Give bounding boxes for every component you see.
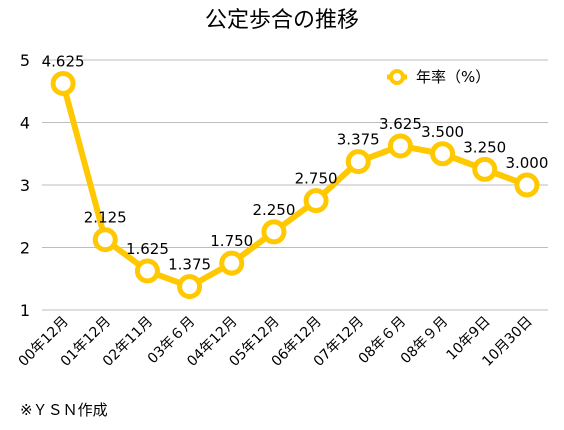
- data-label: 3.500: [421, 123, 464, 141]
- legend: 年率（%）: [387, 68, 490, 86]
- y-tick-label: 3: [20, 176, 30, 195]
- y-axis-ticks: 1 2 3 4 5: [20, 51, 30, 320]
- series-layer: [50, 70, 540, 300]
- data-point-marker: [430, 141, 456, 167]
- chart-title: 公定歩合の推移: [205, 8, 359, 33]
- data-point-marker: [472, 156, 498, 182]
- y-tick-label: 1: [20, 301, 30, 320]
- data-label: 3.625: [379, 115, 422, 133]
- data-point-marker: [345, 149, 371, 175]
- x-axis-ticks: 00年12月01年12月02年11月03年６月04年12月05年12月06年12…: [16, 314, 536, 370]
- y-tick-label: 4: [20, 114, 30, 133]
- data-point-marker: [134, 258, 160, 284]
- data-label: 1.750: [210, 232, 253, 250]
- legend-marker-swatch: [389, 69, 405, 85]
- data-label: 2.125: [84, 209, 127, 227]
- data-label: 1.625: [126, 240, 169, 258]
- data-point-marker: [50, 70, 76, 96]
- data-label: 2.750: [295, 170, 338, 188]
- footnote: ※ＹＳＮ作成: [20, 401, 108, 419]
- data-point-marker: [92, 227, 118, 253]
- data-point-marker: [387, 133, 413, 159]
- data-point-marker: [219, 250, 245, 276]
- data-label: 3.375: [337, 131, 380, 149]
- gridlines: [42, 59, 548, 311]
- data-label: 2.250: [252, 201, 295, 219]
- y-tick-label: 5: [20, 51, 30, 70]
- data-point-marker: [177, 274, 203, 300]
- data-label: 1.375: [168, 256, 211, 274]
- data-label: 4.625: [42, 52, 85, 70]
- data-point-marker: [514, 172, 540, 198]
- data-label: 3.000: [505, 154, 548, 172]
- data-point-marker: [303, 188, 329, 214]
- legend-label: 年率（%）: [416, 68, 490, 86]
- data-point-marker: [261, 219, 287, 245]
- y-tick-label: 2: [20, 239, 30, 258]
- data-label: 3.250: [463, 138, 506, 156]
